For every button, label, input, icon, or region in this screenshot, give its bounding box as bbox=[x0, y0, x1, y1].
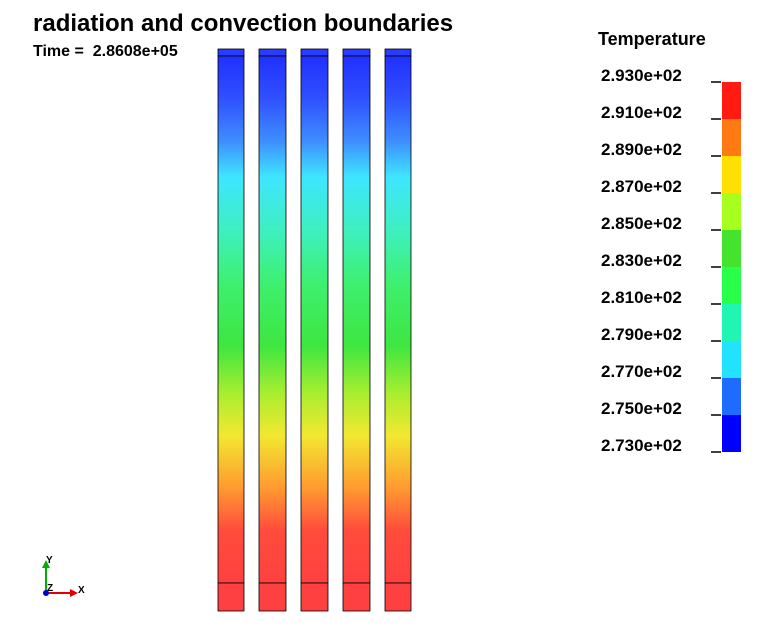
legend-label: 2.870e+02 bbox=[601, 177, 682, 196]
legend-swatch bbox=[722, 415, 741, 452]
legend-label: 2.830e+02 bbox=[601, 251, 682, 270]
plate bbox=[258, 48, 287, 612]
legend-label: 2.810e+02 bbox=[601, 288, 682, 307]
legend-swatch bbox=[722, 230, 741, 267]
legend-label: 2.730e+02 bbox=[601, 436, 682, 455]
legend-swatch bbox=[722, 193, 741, 230]
legend-swatch bbox=[722, 119, 741, 156]
legend: 2.930e+02 2.910e+02 2.890e+02 2.870e+02 2.85… bbox=[601, 66, 741, 455]
legend-swatch bbox=[722, 341, 741, 378]
legend-swatch bbox=[722, 82, 741, 119]
title: radiation and convection boundaries bbox=[33, 10, 453, 37]
triad-y: Y bbox=[46, 555, 53, 566]
plate bbox=[217, 48, 245, 612]
plate bbox=[300, 48, 329, 612]
legend-label: 2.750e+02 bbox=[601, 399, 682, 418]
axis-triad: Y Z X bbox=[42, 555, 85, 597]
legend-label: 2.910e+02 bbox=[601, 103, 682, 122]
model bbox=[217, 48, 412, 612]
legend-swatch bbox=[722, 267, 741, 304]
legend-label: 2.930e+02 bbox=[601, 66, 682, 85]
legend-label: 2.890e+02 bbox=[601, 140, 682, 159]
legend-swatch bbox=[722, 156, 741, 193]
legend-title: Temperature bbox=[598, 29, 706, 49]
legend-swatch bbox=[722, 304, 741, 341]
triad-x: X bbox=[78, 585, 85, 596]
legend-label: 2.790e+02 bbox=[601, 325, 682, 344]
plate bbox=[342, 48, 371, 612]
legend-label: 2.850e+02 bbox=[601, 214, 682, 233]
plate bbox=[384, 48, 412, 612]
legend-label: 2.770e+02 bbox=[601, 362, 682, 381]
time-label: Time = 2.8608e+05 bbox=[33, 43, 178, 60]
legend-swatch bbox=[722, 378, 741, 415]
triad-z: Z bbox=[47, 583, 53, 594]
